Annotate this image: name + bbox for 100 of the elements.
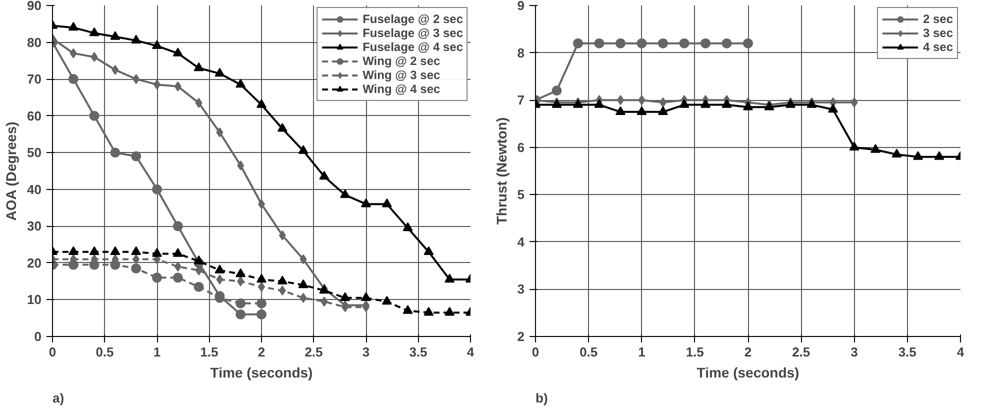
y-tick-label: 80 — [27, 34, 42, 50]
point — [700, 38, 710, 48]
point — [89, 246, 100, 256]
point — [573, 38, 583, 48]
point — [340, 189, 350, 198]
point — [89, 27, 100, 36]
x-tick-label: 2.5 — [792, 344, 810, 360]
point — [236, 309, 246, 320]
x-tick-label: 2.5 — [304, 344, 323, 360]
point — [913, 151, 923, 160]
point — [828, 104, 838, 113]
point — [444, 274, 455, 283]
legend-label: Fuselage @ 4 sec — [362, 40, 463, 54]
point — [340, 292, 350, 301]
point — [700, 99, 710, 108]
x-tick-label: 0 — [48, 344, 56, 360]
y-tick-label: 50 — [27, 145, 42, 160]
point — [152, 40, 162, 50]
y-tick-label: 90 — [27, 0, 42, 13]
point — [616, 106, 626, 115]
point — [278, 286, 286, 296]
point — [110, 31, 120, 40]
point — [216, 274, 224, 284]
y-tick-label: 8 — [517, 45, 525, 60]
point — [256, 274, 266, 283]
legend-label: Fuselage @ 3 sec — [362, 26, 463, 40]
point — [172, 272, 183, 283]
point — [174, 262, 182, 272]
y-axis-title: Thrust (Newton) — [493, 117, 510, 225]
point — [300, 254, 307, 264]
point — [236, 268, 246, 278]
point — [402, 305, 413, 314]
y-tick-label: 10 — [27, 292, 42, 308]
x-axis-title: Time (seconds) — [696, 364, 800, 380]
point — [277, 123, 288, 132]
legend-label: 2 sec — [922, 12, 953, 26]
point — [131, 246, 142, 256]
point — [658, 106, 668, 115]
point — [424, 246, 434, 256]
point — [638, 95, 646, 106]
point — [552, 86, 562, 96]
point — [256, 298, 266, 308]
point — [89, 110, 100, 121]
point — [112, 64, 119, 75]
point — [132, 254, 140, 264]
x-tick-label: 1.5 — [686, 344, 704, 360]
legend-label: 4 sec — [922, 40, 953, 54]
point — [743, 38, 753, 48]
point — [194, 62, 204, 72]
point — [361, 198, 371, 208]
point — [300, 292, 307, 303]
point — [424, 306, 434, 316]
point — [402, 222, 413, 232]
point — [172, 48, 183, 56]
x-tick-label: 4 — [956, 344, 965, 360]
point — [636, 106, 647, 115]
point — [319, 170, 330, 180]
y-tick-label: 20 — [27, 255, 42, 270]
x-tick-label: 0 — [532, 344, 540, 360]
point — [382, 296, 392, 305]
legend-label: Fuselage @ 2 sec — [362, 12, 463, 26]
point — [172, 221, 183, 232]
legend-label: 3 sec — [922, 26, 953, 40]
legend-label: Wing @ 3 sec — [362, 68, 440, 82]
x-tick-label: 2 — [258, 344, 266, 360]
point — [849, 142, 860, 150]
point — [444, 306, 455, 316]
point — [320, 296, 328, 307]
point — [172, 248, 183, 257]
point — [214, 68, 225, 77]
point — [934, 151, 944, 160]
point — [298, 279, 308, 288]
x-tick-label: 3 — [362, 344, 370, 360]
point — [236, 298, 246, 308]
point — [594, 38, 604, 48]
point — [277, 276, 288, 284]
y-tick-label: 6 — [517, 140, 525, 155]
y-tick-label: 9 — [517, 0, 525, 13]
point — [131, 263, 142, 274]
legend-label: Wing @ 2 sec — [362, 54, 440, 68]
point — [658, 38, 668, 48]
point — [131, 151, 142, 162]
x-tick-label: 0.5 — [96, 344, 114, 360]
point — [237, 160, 244, 170]
y-tick-label: 2 — [517, 329, 525, 344]
text: b) — [536, 390, 548, 406]
x-tick-label: 4 — [466, 344, 475, 360]
point — [110, 246, 120, 256]
x-tick-label: 3.5 — [898, 344, 916, 360]
point — [722, 99, 732, 108]
y-tick-label: 0 — [34, 329, 42, 344]
point — [382, 198, 392, 208]
y-tick-label: 3 — [517, 282, 525, 297]
point — [152, 272, 162, 283]
x-tick-label: 1.5 — [200, 344, 218, 360]
point — [278, 230, 286, 240]
point — [361, 292, 371, 301]
point — [174, 81, 182, 92]
x-tick-label: 1 — [638, 344, 646, 360]
point — [236, 78, 246, 88]
